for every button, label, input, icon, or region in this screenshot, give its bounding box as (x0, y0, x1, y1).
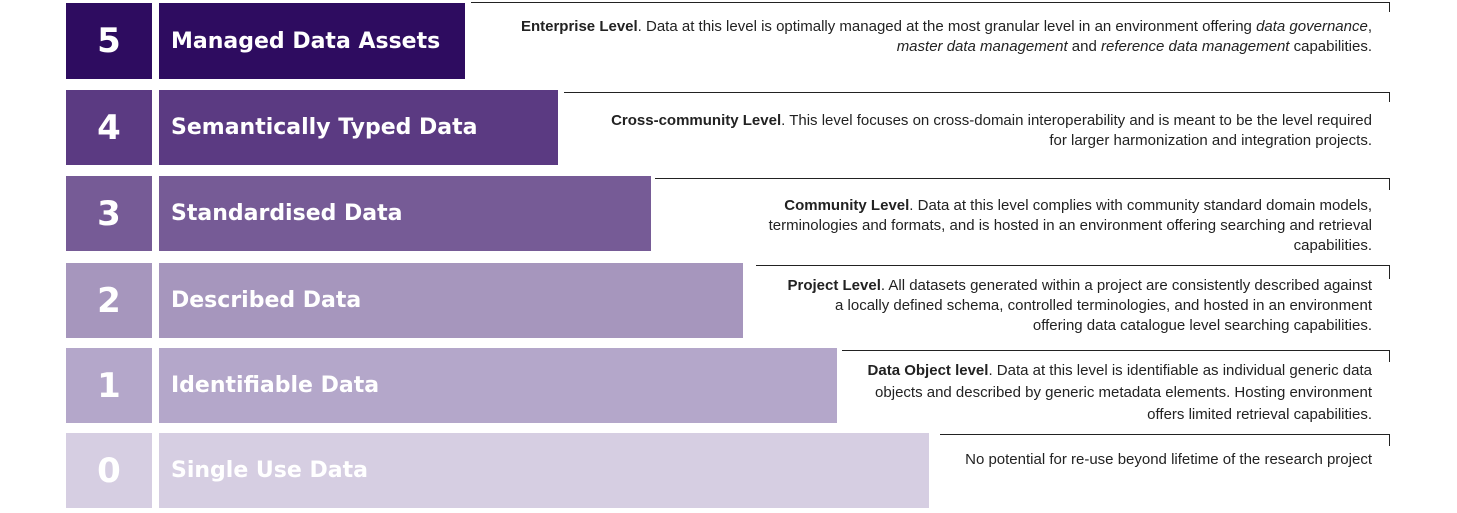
level-5-number: 5 (66, 3, 152, 79)
level-2-description: Project Level. All datasets generated wi… (782, 276, 1372, 336)
level-0-number: 0 (66, 433, 152, 508)
level-1-description-text: . Data at this level is identifiable as … (875, 362, 1372, 423)
level-4-connector-tick (1389, 92, 1390, 102)
level-1-description-label: Data Object level (867, 362, 989, 379)
level-3-description-text: . Data at this level complies with commu… (768, 197, 1372, 254)
level-1-title-bar: Identifiable Data (159, 348, 837, 423)
level-4-description-text: . This level focuses on cross-domain int… (781, 112, 1372, 149)
level-5-description-label: Enterprise Level (520, 18, 638, 35)
level-3-connector-tick (1389, 178, 1390, 190)
level-1-description: Data Object level. Data at this level is… (862, 360, 1372, 426)
level-5-description: Enterprise Level. Data at this level is … (512, 17, 1372, 57)
level-2-connector-line (756, 265, 1390, 266)
level-5-description-emphasis: master data management (896, 38, 1068, 55)
level-2-number: 2 (66, 263, 152, 338)
level-3-description-label: Community Level (784, 197, 910, 214)
level-0-description-text: No potential for re-use beyond lifetime … (965, 451, 1372, 468)
level-4-description-label: Cross-community Level (611, 112, 782, 129)
level-0-connector-tick (1389, 434, 1390, 446)
level-5-description-text: , (1367, 18, 1372, 35)
level-2-connector-tick (1389, 265, 1390, 279)
level-1-connector-tick (1389, 350, 1390, 362)
level-4-connector-line (564, 92, 1390, 93)
level-2-description-label: Project Level (787, 277, 881, 294)
level-5-connector-line (471, 2, 1390, 3)
level-4-description: Cross-community Level. This level focuse… (602, 111, 1372, 151)
level-0-title-bar: Single Use Data (159, 433, 929, 508)
level-1-connector-line (842, 350, 1390, 351)
level-5-connector-tick (1389, 2, 1390, 12)
level-0-connector-line (940, 434, 1390, 435)
level-5-description-emphasis: reference data management (1101, 38, 1290, 55)
level-4-title-bar: Semantically Typed Data (159, 90, 558, 165)
level-5-title-bar: Managed Data Assets (159, 3, 465, 79)
level-3-connector-line (655, 178, 1390, 179)
level-2-title-bar: Described Data (159, 263, 743, 338)
level-2-description-text: . All datasets generated within a projec… (835, 277, 1372, 334)
level-4-number: 4 (66, 90, 152, 165)
level-5-description-emphasis: data governance (1256, 18, 1368, 35)
level-3-description: Community Level. Data at this level comp… (697, 196, 1372, 256)
level-5-description-text: capabilities. (1289, 38, 1372, 55)
level-5-description-text: and (1067, 38, 1101, 55)
level-1-number: 1 (66, 348, 152, 423)
level-0-description: No potential for re-use beyond lifetime … (962, 450, 1372, 470)
level-3-number: 3 (66, 176, 152, 251)
level-5-description-text: . Data at this level is optimally manage… (637, 18, 1257, 35)
level-3-title-bar: Standardised Data (159, 176, 651, 251)
